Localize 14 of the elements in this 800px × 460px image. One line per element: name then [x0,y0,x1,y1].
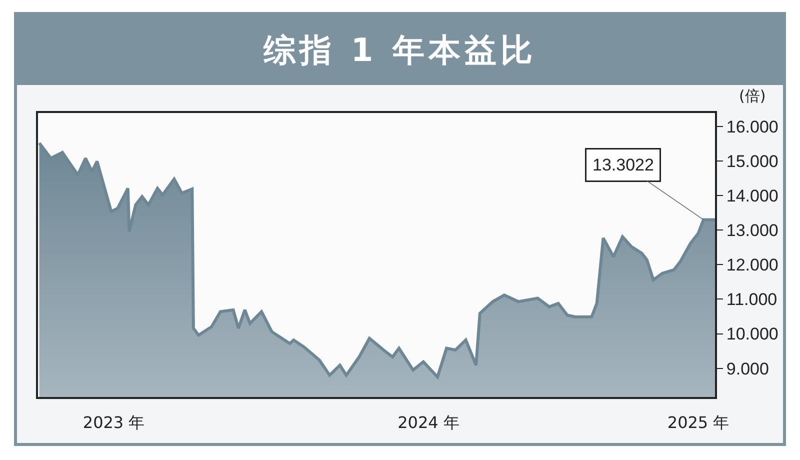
x-tick-label: 2023 年 [82,413,145,432]
y-tick-label: 15.000 [726,152,778,171]
y-tick-label: 16.000 [726,117,778,136]
y-tick-label: 12.000 [726,256,778,275]
y-axis-title: (倍) [739,87,766,105]
y-tick-label: 10.000 [726,324,778,344]
y-tick-label: 9.000 [726,359,769,378]
y-tick-label: 14.000 [726,186,778,206]
chart-title: 综指 1 年本益比 [17,15,783,85]
y-tick-label: 11.000 [726,290,778,310]
x-tick-label: 2025 年 [667,413,730,432]
y-tick-label: 13.000 [726,221,778,240]
annotation: 13.3022 [592,156,654,174]
x-tick-label: 2024 年 [398,413,460,432]
